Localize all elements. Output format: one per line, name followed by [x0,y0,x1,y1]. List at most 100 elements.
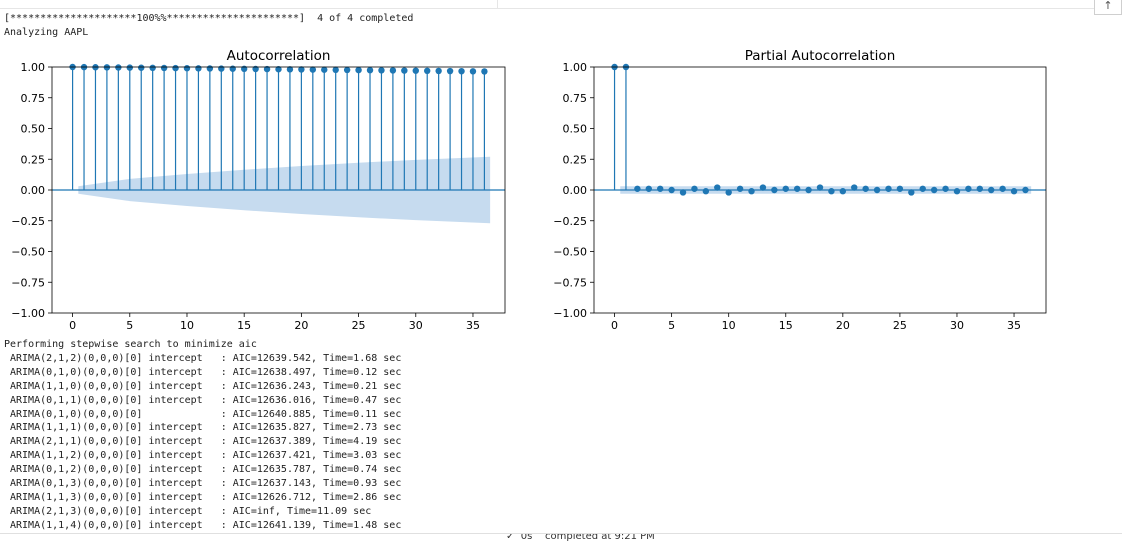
pacf-ytick-label: 0.25 [563,153,588,166]
pacf-lag-point [782,185,789,192]
pacf-ytick-label: 1.00 [563,61,588,74]
pacf-lag-point [816,184,824,191]
pacf-lag-point [839,188,847,195]
acf-lag-point [343,66,351,74]
acf-lag-point [115,64,122,71]
pacf-lag-point [885,185,892,192]
arrow-up-icon: ↑ [1103,0,1113,12]
acf-ytick-label: 1.00 [21,61,46,74]
acf-lag-point [195,65,202,72]
acf-lag-point [309,66,317,73]
pacf-lag-point [657,185,664,192]
pacf-lag-point [1022,186,1029,194]
pacf-lag-point [851,184,858,191]
acf-lag-point [263,65,271,73]
acf-lag-point [366,66,374,74]
arima-log-line: ARIMA(2,1,3)(0,0,0)[0] intercept : AIC=i… [10,505,372,517]
acf-lag-point [218,65,225,72]
pacf-lag-point [634,185,641,192]
acf-xtick-label: 20 [294,319,308,332]
acf-lag-point [424,67,431,75]
arima-log-line: ARIMA(1,1,2)(0,0,0)[0] intercept : AIC=1… [10,450,402,462]
pacf-lag-point [953,188,961,195]
pacf-lag-point [759,184,767,191]
download-progress-line: [*********************100%%*************… [4,13,414,24]
pacf-lag-point [771,186,778,194]
acf-lag-point [458,67,465,75]
pacf-lag-point [1010,188,1018,195]
acf-lag-point [378,67,385,74]
pacf-lag-point [748,188,755,195]
acf-ytick-label: −0.50 [11,246,45,259]
arima-log-line: ARIMA(0,1,1)(0,0,0)[0] intercept : AIC=1… [10,394,402,406]
arima-log-line: ARIMA(1,1,0)(0,0,0)[0] intercept : AIC=1… [10,380,402,392]
pacf-lag-point [691,185,698,192]
execution-status-text: ✓ 0s completed at 9:21 PM [506,533,655,542]
acf-lag-point [149,64,156,72]
pacf-ytick-label: 0.75 [563,92,588,105]
acf-xtick-label: 10 [180,319,194,332]
status-bar: ✓ 0s completed at 9:21 PM [0,533,1122,542]
acf-xtick-label: 35 [466,319,480,332]
pacf-xtick-label: 10 [722,319,736,332]
acf-xtick-label: 25 [352,319,366,332]
pacf-lag-point [873,186,881,194]
top-bar-divider [497,0,498,8]
pacf-lag-point [645,185,652,192]
acf-lag-point [481,68,488,75]
pacf-xtick-label: 0 [611,319,618,332]
top-bar [0,0,1122,9]
arima-log-line: ARIMA(0,1,0)(0,0,0)[0] intercept : AIC=1… [10,366,402,378]
acf-ytick-label: 0.75 [21,92,46,105]
acf-lag-point [389,67,397,74]
pacf-lag-point [976,185,983,192]
pacf-ytick-label: 0.50 [563,123,588,136]
pacf-lag-point [793,185,801,192]
pacf-lag-point [942,185,949,192]
pacf-xtick-label: 25 [893,319,907,332]
pacf-lag-point [736,185,744,192]
pacf-ytick-label: −0.75 [553,276,587,289]
pacf-lag-point [919,185,926,192]
arima-log-line: ARIMA(1,1,1)(0,0,0)[0] intercept : AIC=1… [10,422,402,434]
acf-ytick-label: −1.00 [11,307,45,320]
pacf-lag-point [908,189,915,196]
pacf-plot: Partial Autocorrelation 1.00 0.75 0.50 0.25 0… [553,48,1047,332]
pacf-xtick-label: 20 [836,319,850,332]
pacf-lag-point [999,185,1006,192]
acf-ytick-label: −0.75 [11,276,45,289]
acf-lag-point [355,66,362,74]
acf-xtick-label: 30 [409,319,423,332]
arima-log-line: ARIMA(1,1,4)(0,0,0)[0] intercept : AIC=1… [10,519,402,531]
acf-lag-point [412,67,419,74]
analyzing-ticker-line: Analyzing AAPL [4,27,89,38]
pacf-lag-point [725,189,732,196]
arima-log-line: ARIMA(0,1,0)(0,0,0)[0] : AIC=12640.885, … [10,408,402,420]
pacf-lag-point [668,186,675,194]
acf-lag-point [321,66,328,73]
pacf-ytick-label: 0.00 [563,184,588,197]
arima-log: ARIMA(2,1,2)(0,0,0)[0] intercept : AIC=1… [10,352,401,533]
arima-log-line: ARIMA(1,1,3)(0,0,0)[0] intercept : AIC=1… [10,491,402,503]
arima-log-line: ARIMA(2,1,1)(0,0,0)[0] intercept : AIC=1… [10,436,402,448]
arima-log-line: ARIMA(2,1,2)(0,0,0)[0] intercept : AIC=1… [10,353,402,364]
pacf-xtick-label: 5 [668,319,675,332]
acf-ytick-label: 0.25 [21,153,46,166]
pacf-xtick-label: 35 [1007,319,1021,332]
acf-lag-point [469,68,477,75]
acf-ytick-label: 0.00 [21,184,46,197]
acf-lag-point [275,66,282,73]
acf-lag-point [206,65,214,72]
acf-lag-point [183,65,191,72]
pacf-lag-point [702,188,710,195]
pacf-lag-point [714,184,721,191]
acf-lag-point [160,64,168,72]
acf-lag-point [401,67,408,74]
scroll-to-top-button[interactable]: ↑ [1094,0,1122,15]
acf-lag-point [298,66,305,73]
pacf-ytick-label: −0.50 [553,246,587,259]
pacf-lag-point [965,185,972,192]
acf-lag-point [435,67,442,75]
acf-lag-point [172,64,179,72]
pacf-ytick-label: −1.00 [553,307,587,320]
